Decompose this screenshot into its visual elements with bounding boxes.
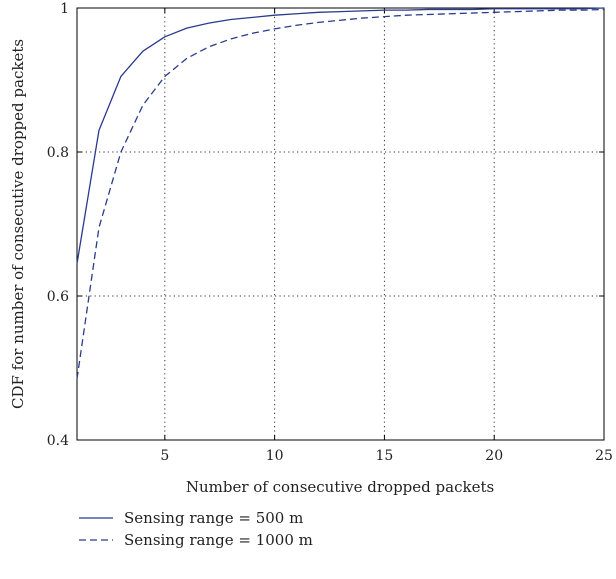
series [76,7,605,379]
legend-label-2: Sensing range = 1000 m [124,531,313,549]
y-tick-label: 0.6 [47,289,69,305]
x-tick-label: 5 [160,448,169,464]
legend-label-1: Sensing range = 500 m [124,509,303,527]
series-line-2 [76,8,605,379]
legend: Sensing range = 500 m Sensing range = 100… [79,509,313,549]
y-tick-label: 0.4 [47,433,69,449]
series-line-1 [76,7,605,264]
ticks: 5 10 15 20 25 0.4 0.6 0.8 1 [47,1,613,464]
x-tick-label: 10 [266,448,284,464]
y-axis-title: CDF for number of consecutive dropped pa… [9,39,27,409]
y-tick-label: 1 [60,1,69,17]
x-tick-label: 15 [376,448,394,464]
x-tick-label: 25 [595,448,613,464]
grid [77,8,604,440]
x-tick-label: 20 [485,448,503,464]
plot-frame [76,7,605,441]
x-axis-title: Number of consecutive dropped packets [186,478,494,496]
y-tick-label: 0.8 [47,145,69,161]
